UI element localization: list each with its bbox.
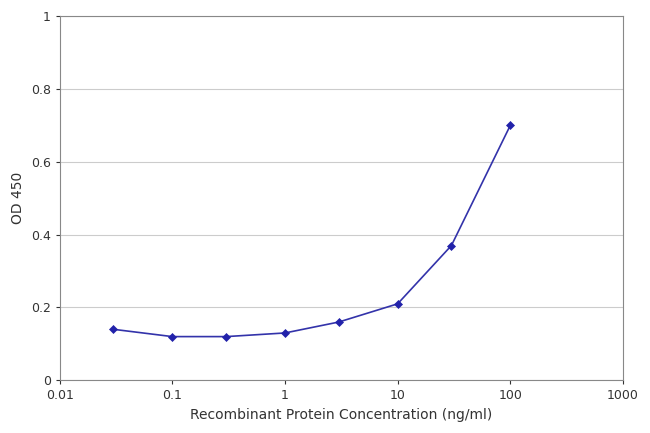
X-axis label: Recombinant Protein Concentration (ng/ml): Recombinant Protein Concentration (ng/ml… <box>190 408 493 422</box>
Y-axis label: OD 450: OD 450 <box>11 172 25 224</box>
